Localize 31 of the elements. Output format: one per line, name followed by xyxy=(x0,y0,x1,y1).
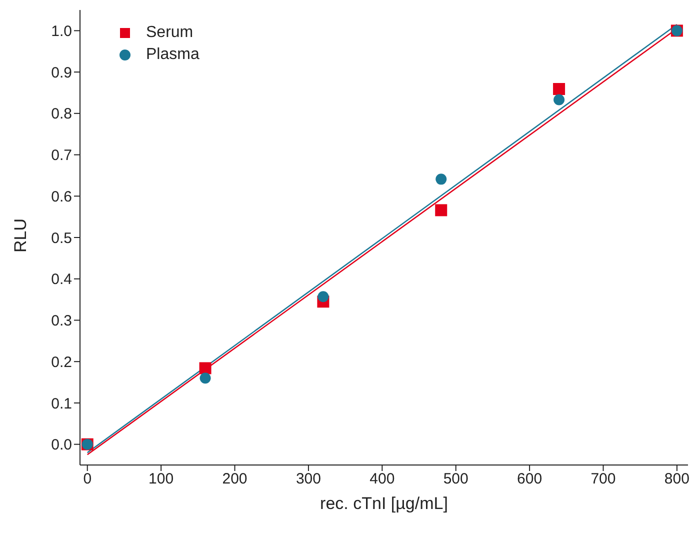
x-tick-label: 600 xyxy=(517,470,542,488)
y-tick-label: 0.4 xyxy=(51,271,72,288)
point xyxy=(553,83,566,96)
point xyxy=(436,174,447,185)
x-tick-label: 800 xyxy=(664,470,690,488)
point xyxy=(435,204,448,216)
x-tick-label: 0 xyxy=(83,470,92,488)
y-axis-title: RLU xyxy=(11,218,30,252)
y-tick-label: 0.6 xyxy=(51,188,72,206)
legend-label: Serum xyxy=(146,23,194,43)
x-tick-label: 100 xyxy=(148,470,174,488)
legend-label: Plasma xyxy=(146,45,200,65)
y-tick-label: 0.0 xyxy=(51,436,72,454)
x-tick-label: 700 xyxy=(590,470,616,488)
point xyxy=(199,362,212,374)
x-tick-label: 400 xyxy=(370,470,395,488)
x-tick-label: 300 xyxy=(296,470,321,488)
y-tick-label: 0.3 xyxy=(51,312,72,330)
point xyxy=(554,94,565,106)
x-tick-label: 500 xyxy=(443,470,468,488)
y-tick-label: 0.5 xyxy=(51,230,72,247)
x-axis-title: rec. cTnI [µg/mL] xyxy=(319,494,449,514)
point xyxy=(200,372,211,384)
y-tick-label: 0.2 xyxy=(51,354,72,371)
y-tick-label: 0.1 xyxy=(51,395,72,412)
y-tick-label: 1.0 xyxy=(51,23,72,40)
y-tick-label: 0.7 xyxy=(51,147,72,164)
y-tick-label: 0.8 xyxy=(51,106,72,123)
point xyxy=(318,291,329,302)
y-tick-label: 0.9 xyxy=(51,64,72,82)
x-tick-label: 200 xyxy=(222,470,248,488)
